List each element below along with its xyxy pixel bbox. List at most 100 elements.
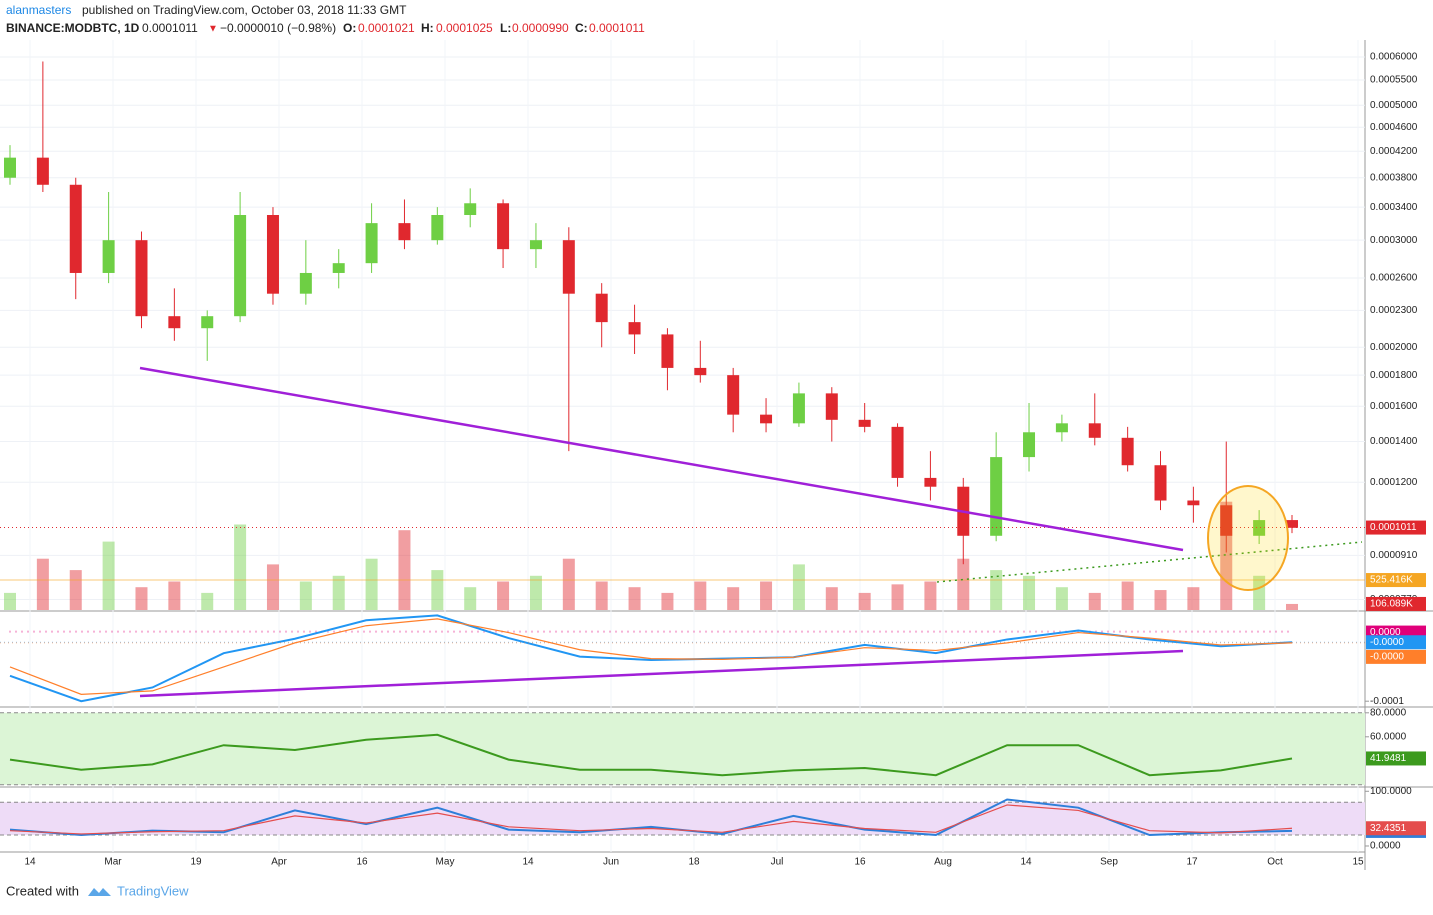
candle-body [1220,505,1233,536]
symbol: BINANCE:MODBTC, 1D [6,21,140,35]
x-tick-label: Aug [934,857,952,868]
y-tick-label: 0.0002600 [1370,273,1418,284]
x-tick-label: 14 [522,857,534,868]
y-tick-label: 0.0006000 [1370,52,1418,63]
x-tick-label: May [436,857,455,868]
volume-bar [365,558,378,610]
x-tick-label: 16 [854,857,866,868]
y-tick-label: 0.0001200 [1370,477,1418,488]
volume-last-label: 106.089K [1370,599,1413,610]
volume-bar [398,530,411,610]
volume-bar [234,524,247,610]
volume-bar [661,592,674,610]
candle-body [891,426,904,478]
c-value: 0.0001011 [589,21,645,35]
volume-bar [825,587,838,610]
series-last-label-box [1366,649,1426,664]
volume-bar [957,558,970,610]
series-last-label: 41.9481 [1370,753,1407,764]
candle-body [595,293,608,323]
y-tick-label: 0.0001600 [1370,401,1418,412]
candle-body [431,215,444,241]
highlight [1207,485,1289,591]
y-tick-label: 0.0002300 [1370,305,1418,316]
volume-bar [201,592,214,610]
volume-bar [431,570,444,610]
last-price-label-box [1366,520,1426,535]
volume-bar [69,570,82,610]
volume-bar [332,575,345,610]
volume-bar [1154,590,1167,610]
y-tick-label: 0.0003000 [1370,235,1418,246]
o-label: O: [343,21,356,35]
volume-bar [1121,581,1134,610]
y-tick-label: 0.0000 [1370,841,1401,852]
indicator-line [9,804,1293,835]
volume-bar [760,581,773,610]
logo [88,888,111,896]
candle-body [562,240,575,294]
x-tick-label: 14 [24,857,36,868]
x-tick-label: Apr [271,857,287,868]
volume-bar [529,575,542,610]
candle-body [760,414,773,424]
h-value: 0.0001025 [436,21,493,35]
x-tick-label: Jul [771,857,784,868]
candle-body [4,157,16,178]
volume-ma-label: 525.416K [1370,575,1413,586]
candle-body [497,203,510,250]
x-tick-label: Sep [1100,857,1118,868]
volume-bar [4,592,16,610]
price: 0.0001011 [142,21,198,35]
candle-body [792,393,805,424]
y-tick-label: 0.0005000 [1370,100,1418,111]
x-tick-label: 19 [190,857,202,868]
footer [0,874,1433,910]
volume-bar [595,581,608,610]
volume-bar [1055,587,1068,610]
candle-body [266,215,279,294]
series-last-label: -0.0000 [1370,637,1404,648]
x-tick-label: 15 [1352,857,1364,868]
footer-text: Created with [6,883,79,898]
trend-line [139,366,1184,552]
candle-body [694,367,707,376]
volume-bar [924,581,937,610]
x-tick-label: Jun [603,857,619,868]
y-tick-label: 0.0001400 [1370,436,1418,447]
indicator-line [9,798,1293,837]
volume-bar [727,587,740,610]
volume-bar [1253,575,1266,610]
volume-bar [299,581,312,610]
last-price-label: 0.0001011 [1370,522,1417,533]
candle-body [102,240,115,273]
y-tick-label: -0.0001 [1370,696,1404,707]
y-tick-label: 80.0000 [1370,707,1407,718]
x-tick-label: Oct [1267,857,1283,868]
volume-bar [135,587,148,610]
series-last-label-box [1366,751,1426,766]
volume-bar [1023,575,1036,610]
candle-body [365,223,378,264]
y-tick-label: 0.0001800 [1370,370,1418,381]
x-tick-label: 17 [1186,857,1198,868]
volume-bar [1088,592,1101,610]
series-last-label-box [1366,635,1426,650]
author: alanmasters [6,3,71,17]
series-last-label: -0.0000 [1370,652,1404,663]
y-tick-label: 0.0004600 [1370,122,1418,133]
x-tick-label: 18 [688,857,700,868]
indicator-line [9,733,1293,777]
candle-body [201,316,214,329]
volume-bar [36,558,49,610]
candle-body [168,316,181,329]
candle-body [398,223,411,241]
c-label: C: [575,21,588,35]
series-last-label-box [1366,821,1426,836]
candle-body [1055,423,1068,433]
y-tick-label: 0.0005500 [1370,75,1418,86]
series-last-label: 32.4351 [1370,823,1407,834]
candle-body [858,419,871,427]
candle-body [1154,465,1167,501]
